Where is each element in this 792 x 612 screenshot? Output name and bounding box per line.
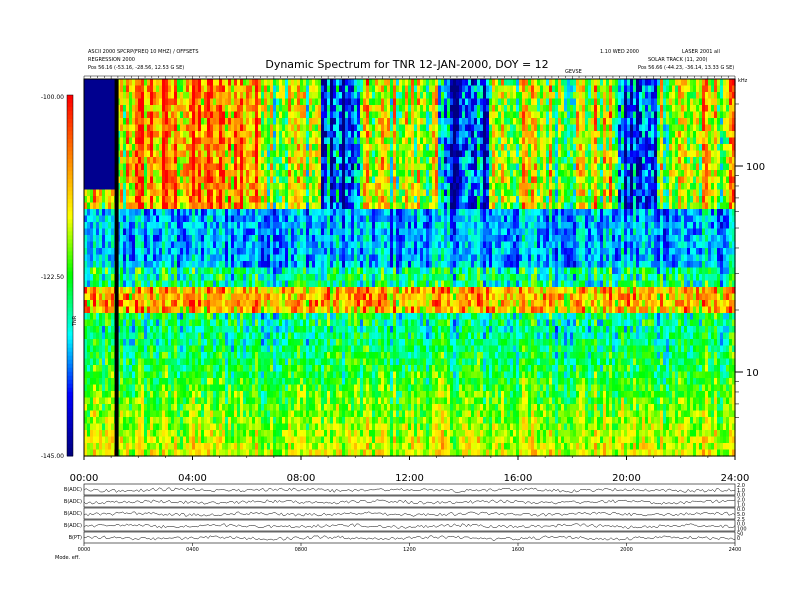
colorbar-tick-mid: -122.50 <box>41 274 64 281</box>
x-tick-label: 16:00 <box>504 473 533 484</box>
header-right-line-1: 1.10 WED 2000 <box>600 49 639 55</box>
bottom-x-tick-label: 0000 <box>78 547 91 553</box>
header-right-line-3: Pos 56.66 (-44.23, -36.14, 13.33 G SE) <box>638 65 734 71</box>
header-left-line-1: ASCII 2000 SPCRP(FREQ 10 MHZ) / OFFSETS <box>88 49 199 55</box>
panel-right-tick-label: 2.0 <box>737 498 745 504</box>
panel-right-tick-label: 2.0 <box>737 483 745 489</box>
panel-right-tick-label: 1.0 <box>737 502 745 508</box>
panel-frame <box>83 495 736 508</box>
x-axis: 00:00 04:00 08:00 12:00 16:00 20:00 24:00 <box>70 456 750 484</box>
colorbar-tick-top: -100.00 <box>41 94 64 101</box>
panel-right-tick-label: 0.0 <box>737 507 745 513</box>
spectrogram-image <box>84 79 736 457</box>
panel-trace <box>83 523 736 529</box>
chart-title: Dynamic Spectrum for TNR 12-JAN-2000, DO… <box>265 58 548 71</box>
x-tick-label: 00:00 <box>70 473 99 484</box>
header-right-top: LASER 2001 all <box>682 49 720 55</box>
x-tick-label: 04:00 <box>178 473 207 484</box>
panel-trace <box>83 499 736 505</box>
x-tick-label: 08:00 <box>287 473 316 484</box>
bottom-x-tick-label: 1600 <box>512 547 525 553</box>
colorbar-tick-bottom: -145.00 <box>41 453 64 460</box>
panel-label: B(ADC) <box>64 523 82 529</box>
panel-right-tick-label: 2.5 <box>737 517 745 523</box>
bottom-x-tick-label: 1200 <box>403 547 416 553</box>
panel-label: B(ADC) <box>64 487 82 493</box>
y-tick-label-100: 100 <box>746 162 765 173</box>
panel-trace <box>83 487 736 493</box>
panel-right-tick-label: 1.0 <box>737 488 745 494</box>
bottom-x-tick-label: 0400 <box>186 547 199 553</box>
panel-trace <box>83 511 736 517</box>
header-left-line-2: REGRESSION 2000 <box>88 57 135 63</box>
header-mid-small: GEVSE <box>565 69 582 75</box>
bottom-x-tick-label: 0800 <box>295 547 308 553</box>
colorbar <box>66 94 74 457</box>
panel-frame <box>83 519 736 532</box>
panel-label: B(ADC) <box>64 511 82 517</box>
y-minor-ticks <box>735 103 739 419</box>
panel-right-tick-label: 100 <box>737 527 747 533</box>
panel-frame <box>83 483 736 496</box>
bottom-x-tick-label: 2000 <box>620 547 633 553</box>
colorbar-label: TNR <box>72 315 78 327</box>
panel-label: B(PT) <box>69 535 82 541</box>
header-right-line-2: SOLAR TRACK (11, 200) <box>648 57 708 63</box>
x-tick-label: 20:00 <box>612 473 641 484</box>
x-tick-label: 24:00 <box>721 473 750 484</box>
header-left-line-3: Pos 56.16 (-53.16, -28.56, 12.53 G SE) <box>88 65 184 71</box>
panel-trace <box>83 535 736 541</box>
bottom-panels: B(ADC)B(ADC)B(ADC)B(ADC)B(PT)2.01.00.02.… <box>64 483 747 553</box>
panel-right-tick-label: 0.0 <box>737 522 745 528</box>
y-tick-label-10: 10 <box>746 368 759 379</box>
panel-label: B(ADC) <box>64 499 82 505</box>
panel-frame <box>83 507 736 520</box>
bottom-left-label: Mode. eff. <box>55 555 80 561</box>
panel-right-tick-label: 50 <box>737 531 743 537</box>
panel-right-tick-label: 5.0 <box>737 512 745 518</box>
x-tick-label: 12:00 <box>395 473 424 484</box>
panel-right-tick-label: 0 <box>737 536 740 542</box>
bottom-x-tick-label: 2400 <box>729 547 742 553</box>
y-unit-label: kHz <box>738 78 748 84</box>
panel-right-tick-label: 0.0 <box>737 493 745 499</box>
